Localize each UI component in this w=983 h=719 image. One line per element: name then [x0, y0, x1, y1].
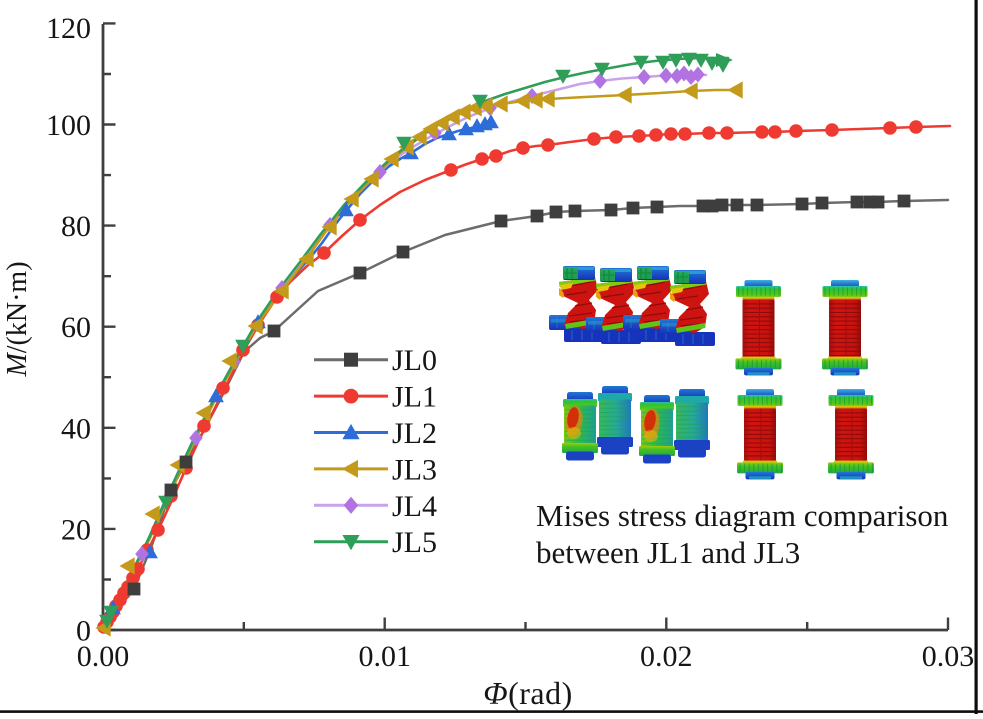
svg-text:0.01: 0.01 — [358, 640, 411, 673]
svg-text:20: 20 — [61, 513, 91, 546]
svg-text:M/(kN·m): M/(kN·m) — [2, 261, 33, 377]
svg-text:0.03: 0.03 — [922, 640, 975, 673]
svg-text:80: 80 — [61, 210, 91, 243]
svg-text:40: 40 — [61, 412, 91, 445]
svg-text:JL4: JL4 — [392, 490, 437, 523]
svg-text:between JL1 and JL3: between JL1 and JL3 — [536, 535, 800, 570]
svg-text:60: 60 — [61, 311, 91, 344]
svg-text:JL1: JL1 — [392, 381, 437, 414]
svg-text:JL3: JL3 — [392, 453, 437, 486]
svg-text:0: 0 — [76, 615, 91, 648]
svg-text:100: 100 — [46, 109, 91, 142]
svg-text:JL2: JL2 — [392, 417, 437, 450]
svg-text:Φ(rad): Φ(rad) — [483, 675, 573, 711]
svg-text:Mises stress diagram compariso: Mises stress diagram comparison — [536, 498, 949, 533]
svg-text:JL0: JL0 — [392, 344, 437, 377]
svg-text:0.00: 0.00 — [77, 640, 130, 673]
svg-text:120: 120 — [46, 12, 91, 45]
svg-text:0.02: 0.02 — [640, 640, 693, 673]
svg-text:JL5: JL5 — [392, 526, 437, 559]
